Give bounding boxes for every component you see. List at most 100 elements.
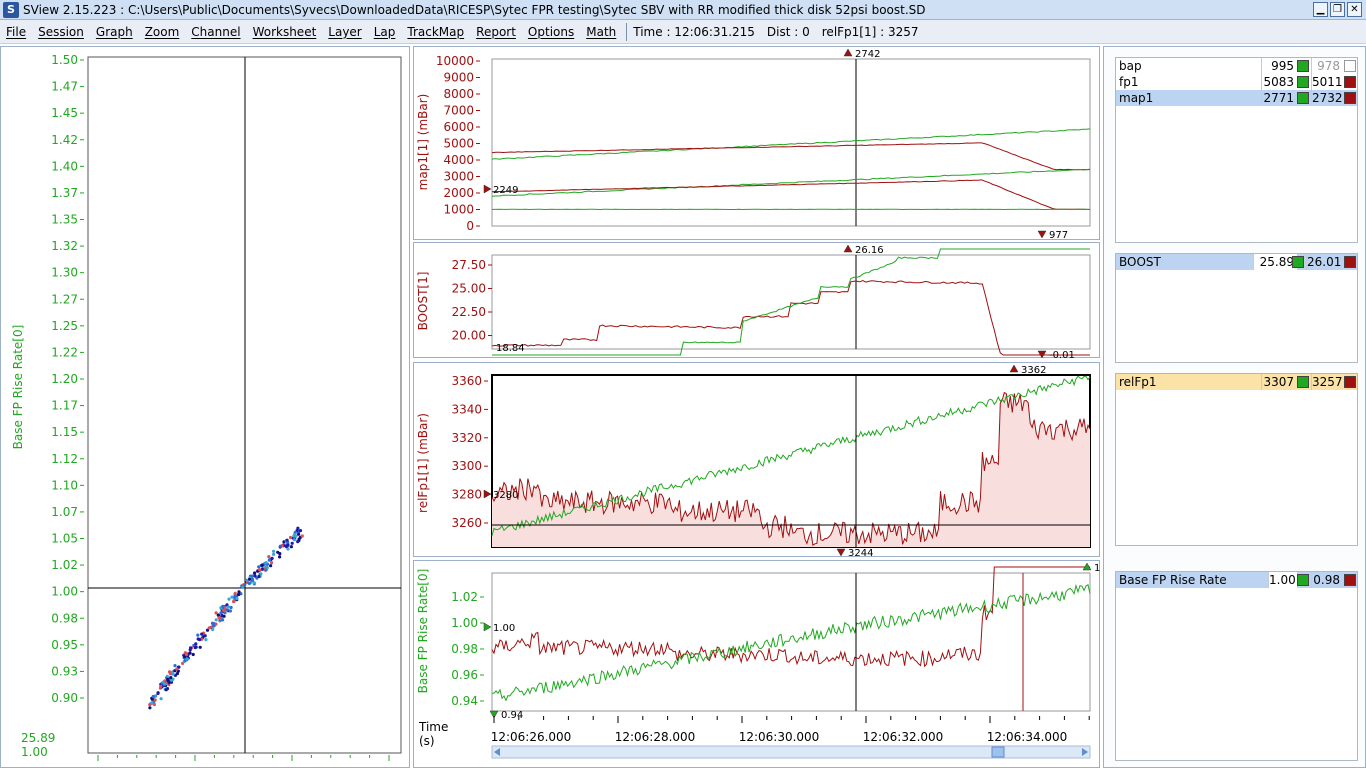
scatter-point [204,638,207,641]
scatter-point [269,564,272,567]
legend-row-bap[interactable]: bap 995 978 [1116,58,1357,74]
cursor-x-value: 25.89 [21,731,55,745]
legend-row-basefp[interactable]: Base FP Rise Rate 1.00 0.98 [1116,572,1357,588]
scatter-point [254,574,257,577]
boost-chart[interactable]: 27.5025.0022.5020.00BOOST[1]26.16-0.0118… [414,243,1101,359]
scatter-point [200,633,203,636]
legend-swatch-red [1344,376,1356,388]
menu-math[interactable]: Math [580,25,622,39]
y-tick-label: 0.93 [51,664,78,678]
menu-report[interactable]: Report [470,25,522,39]
y-tick-label: 0 [466,219,474,233]
menu-layer[interactable]: Layer [322,25,367,39]
scatter-point [243,583,246,586]
scatter-point [159,685,162,688]
menu-trackmap[interactable]: TrackMap [401,25,470,39]
scatter-point [232,600,235,603]
y-tick-label: 3300 [451,459,482,473]
max-marker-label: 2742 [855,49,880,60]
restore-icon[interactable]: ❐ [1330,2,1345,17]
y-tick-label: 1.47 [51,80,78,94]
legend-swatch-red [1344,76,1356,88]
legend-group-relfp: relFp1 3307 3257 [1115,373,1358,546]
y-tick-label: 1.12 [51,452,78,466]
y-tick-label: 1.05 [51,532,78,546]
y-axis-label: Base FP Rise Rate[0] [416,569,430,694]
close-icon[interactable]: ✕ [1347,2,1362,17]
legend-swatch-green [1292,256,1304,268]
status-dist: Dist : 0 [767,25,810,39]
y-tick-label: 1.42 [51,133,78,147]
map-plot-area [492,59,1090,226]
time-tick-label: 12:06:28.000 [615,730,696,744]
time-tick-label: 12:06:34.000 [987,730,1068,744]
y-tick-label: 0.90 [51,691,78,705]
min-marker-label: 977 [1049,230,1068,241]
scatter-point [198,638,201,641]
left-cursor-marker-icon [484,490,491,498]
max-marker-icon [1010,365,1018,372]
map-chart[interactable]: 1000090008000700060005000400030002000100… [414,47,1101,241]
max-marker-label: 26.16 [855,245,884,256]
menu-worksheet[interactable]: Worksheet [247,25,323,39]
scatter-point [258,568,261,571]
y-axis-label: Base FP Rise Rate[0] [11,325,25,450]
scatter-point [160,697,163,700]
legend-swatch-green [1297,92,1309,104]
min-marker-label: 3244 [848,548,873,558]
left-cursor-marker-label: 1.00 [493,623,515,634]
scroll-thumb[interactable] [992,747,1004,757]
legend-swatch-empty [1344,60,1356,72]
menu-options[interactable]: Options [522,25,580,39]
status-time: Time : 12:06:31.215 [633,25,755,39]
y-tick-label: 1.40 [51,159,78,173]
y-tick-label: 1.15 [51,425,78,439]
y-tick-label: 8000 [443,87,474,101]
scatter-point [286,539,289,542]
scatter-point [260,564,263,567]
legend-row-fp1[interactable]: fp1 5083 5011 [1116,74,1357,90]
y-tick-label: 27.50 [452,258,486,272]
legend-row-boost[interactable]: BOOST 25.89 26.01 [1116,254,1357,270]
menu-zoom[interactable]: Zoom [139,25,186,39]
scatter-point [192,653,195,656]
y-tick-label: 3340 [451,402,482,416]
scatter-point [251,575,254,578]
menu-file[interactable]: File [0,25,32,39]
scatter-point [194,642,197,645]
legend-swatch-red [1344,574,1356,586]
scatter-point [301,534,304,537]
boost-plot-area [492,255,1090,349]
y-tick-label: 1.02 [51,558,78,572]
legend-row-map1[interactable]: map1 2771 2732 [1116,90,1357,106]
scatter-point [272,550,275,553]
scatter-point [267,555,270,558]
scatter-point [189,648,192,651]
menu-lap[interactable]: Lap [368,25,402,39]
scatter-plot[interactable]: 1.501.471.451.421.401.371.351.321.301.27… [1,47,411,767]
minimize-icon[interactable]: ▁ [1313,2,1328,17]
y-tick-label: 0.96 [451,668,478,682]
menu-session[interactable]: Session [32,25,90,39]
legend-group-boost: BOOST 25.89 26.01 [1115,253,1358,363]
max-marker-icon [844,49,852,56]
y-tick-label: 1.22 [51,345,78,359]
scatter-point [298,538,301,541]
y-axis-label: relFp1[1] (mBar) [416,413,430,513]
scatter-point [157,691,160,694]
left-cursor-marker-icon [484,185,491,193]
legend-row-relfp1[interactable]: relFp1 3307 3257 [1116,374,1357,390]
menu-channel[interactable]: Channel [185,25,246,39]
scatter-point [223,615,226,618]
y-tick-label: 1.37 [51,186,78,200]
scatter-point [227,598,230,601]
scatter-point [257,575,260,578]
menu-graph[interactable]: Graph [90,25,139,39]
